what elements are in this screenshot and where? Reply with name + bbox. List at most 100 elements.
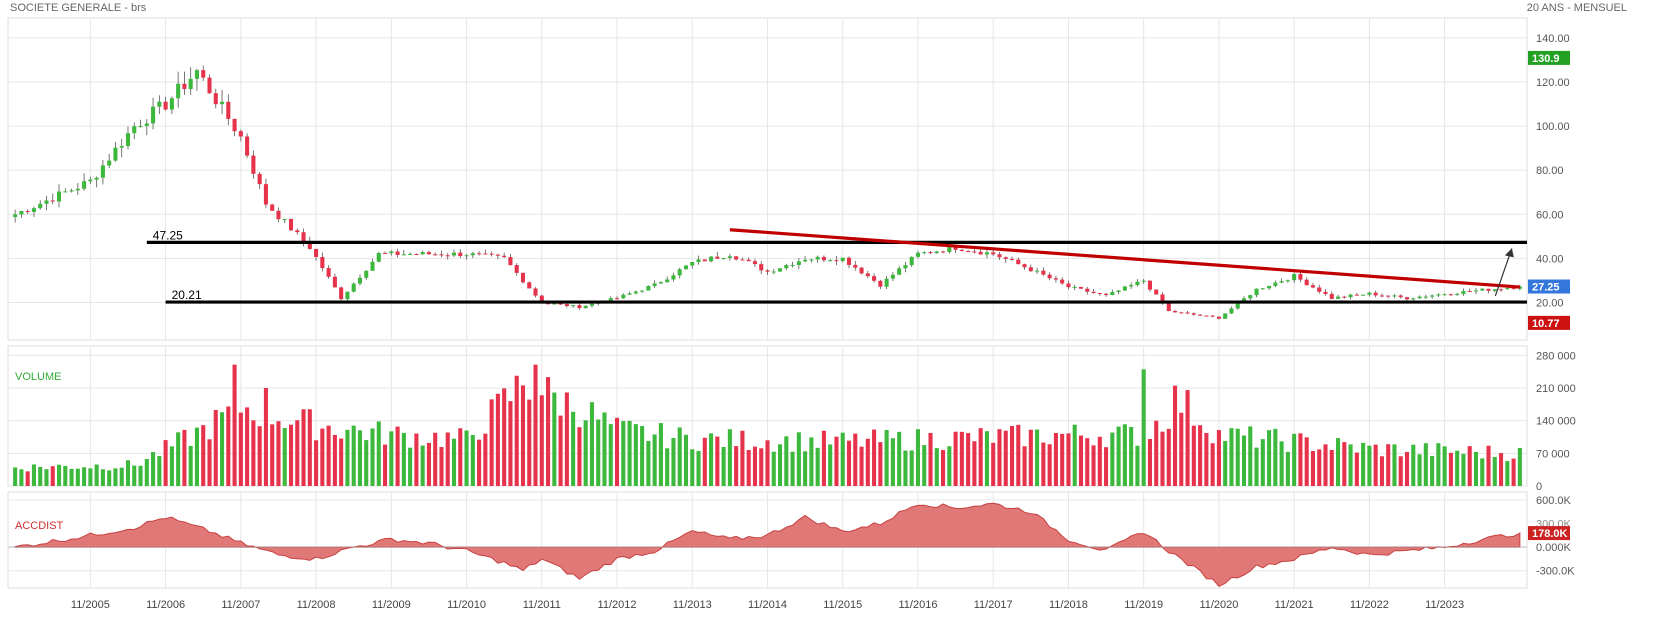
candle — [1104, 293, 1109, 296]
candle — [1273, 282, 1278, 286]
candle — [1248, 295, 1253, 299]
volume-bar — [1129, 426, 1134, 486]
candle — [1492, 289, 1497, 291]
candle — [796, 261, 801, 266]
volume-bar — [583, 420, 588, 486]
x-tick-label: 11/2014 — [748, 599, 787, 611]
accdist-panel-title: ACCDIST — [15, 520, 64, 532]
price-tick-label: 40.00 — [1536, 253, 1564, 265]
volume-bar — [232, 364, 237, 486]
candle — [1329, 293, 1334, 299]
volume-bar — [1273, 428, 1278, 486]
volume-bar — [658, 423, 663, 486]
volume-bar — [119, 467, 124, 486]
volume-bar — [865, 438, 870, 486]
volume-bar — [426, 442, 431, 486]
candle — [1078, 286, 1084, 289]
volume-bar — [263, 388, 268, 486]
candle — [445, 255, 450, 257]
volume-bar — [508, 401, 513, 486]
candle — [1147, 280, 1152, 290]
candle — [1241, 298, 1247, 303]
candle — [959, 249, 964, 252]
level-label: 20.21 — [172, 288, 202, 302]
volume-bar — [853, 433, 858, 486]
candle — [865, 273, 870, 277]
volume-bar — [1135, 445, 1140, 486]
volume-bar — [1442, 446, 1447, 486]
volume-bar — [326, 425, 331, 486]
volume-bar — [821, 430, 826, 486]
volume-bar — [1254, 447, 1259, 486]
volume-bar — [878, 442, 883, 486]
candle — [840, 257, 845, 262]
volume-bar — [44, 469, 49, 486]
candle — [1417, 296, 1422, 299]
volume-tick-label: 70 000 — [1536, 448, 1570, 460]
candle — [176, 83, 181, 99]
volume-bar — [828, 444, 833, 486]
volume-bar — [1486, 445, 1491, 486]
volume-bar — [1066, 433, 1071, 486]
candle — [947, 246, 952, 253]
candle — [414, 254, 419, 256]
volume-bar — [1154, 420, 1159, 486]
volume-bar — [903, 450, 908, 486]
volume-bar — [332, 434, 337, 486]
candle — [1442, 294, 1447, 296]
candle — [495, 254, 500, 256]
candle — [1404, 297, 1410, 300]
candle — [1342, 296, 1347, 298]
volume-tick-label: 210 000 — [1536, 383, 1576, 395]
volume-bar — [75, 468, 80, 486]
candle — [1191, 313, 1196, 315]
candle — [533, 288, 538, 296]
candle — [1310, 285, 1316, 288]
candle — [119, 146, 124, 148]
volume-bar — [1336, 438, 1341, 486]
volume-bar — [790, 451, 795, 486]
volume-bar — [589, 402, 594, 486]
candle — [301, 232, 306, 242]
volume-bar — [257, 426, 262, 486]
volume-bar — [408, 447, 413, 486]
candle — [263, 184, 268, 205]
level-label: 47.25 — [153, 228, 183, 242]
candle — [470, 253, 475, 256]
volume-bar — [1116, 426, 1121, 486]
candle — [1373, 292, 1378, 296]
volume-bar — [972, 441, 977, 486]
volume-bar — [401, 432, 406, 486]
candle — [909, 256, 914, 266]
candle — [972, 251, 977, 253]
volume-bar — [1348, 444, 1353, 486]
volume-bar — [451, 438, 457, 486]
volume-bar — [100, 469, 105, 486]
candle — [295, 230, 300, 233]
x-tick-label: 11/2012 — [598, 599, 637, 611]
volume-bar — [1041, 442, 1046, 486]
accdist-badge-bg — [1528, 526, 1570, 541]
volume-bar — [953, 431, 958, 486]
volume-bar — [38, 466, 43, 486]
candle — [232, 118, 237, 132]
volume-bar — [734, 446, 739, 486]
volume-bar — [552, 392, 557, 486]
volume-bar — [1342, 442, 1347, 486]
x-tick-label: 11/2023 — [1425, 599, 1464, 611]
volume-bar — [31, 464, 36, 486]
candle — [546, 303, 551, 305]
candle — [364, 270, 369, 278]
candle — [1235, 302, 1240, 309]
volume-bar — [1166, 428, 1171, 486]
volume-bar — [614, 417, 620, 486]
candle — [1047, 274, 1052, 279]
x-tick-label: 11/2020 — [1199, 599, 1238, 611]
volume-bar — [815, 447, 820, 486]
volume-bar — [1185, 390, 1190, 486]
volume-bar — [1191, 425, 1196, 486]
volume-bar — [389, 431, 394, 486]
candle — [1336, 296, 1341, 299]
candle — [132, 126, 137, 134]
